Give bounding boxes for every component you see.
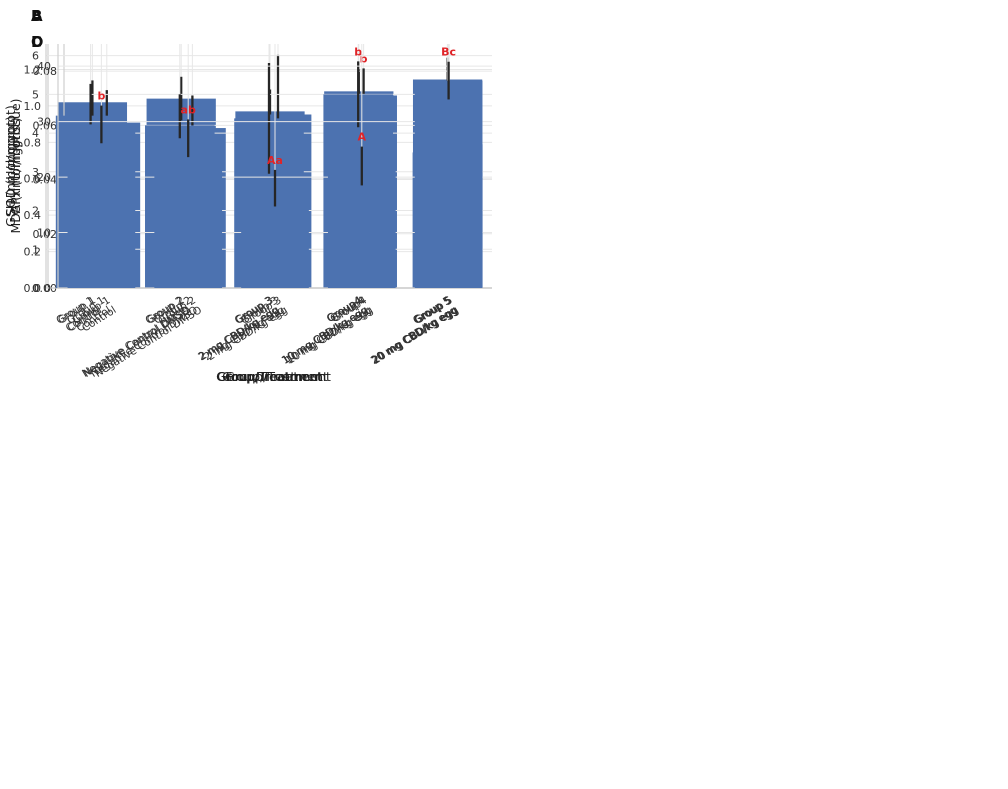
panel-label-c: C bbox=[31, 33, 43, 51]
y-tick-label: 0.08 bbox=[33, 65, 58, 78]
panel-d-mda: D b ab Aa A Bc 0 10 20 30 40 Group 1Control Group 2… bbox=[0, 0, 504, 394]
y-tick-label: 20 bbox=[37, 171, 51, 184]
y-axis-label: SOD (U/mgprot) bbox=[3, 116, 18, 216]
x-axis-label: Group/Treatment bbox=[225, 369, 331, 384]
y-tick-label: 1 bbox=[32, 243, 39, 256]
panel-label-d: D bbox=[31, 33, 44, 51]
y-tick-label: 40 bbox=[37, 60, 51, 73]
y-tick-label: 0.6 bbox=[24, 173, 42, 186]
y-tick-label: 1.0 bbox=[24, 100, 42, 113]
y-tick-label: 2 bbox=[32, 205, 39, 218]
y-axis-label: MDA (nmol/mgtissue) bbox=[8, 98, 23, 233]
panel-label-a: A bbox=[31, 7, 44, 25]
significance-annotation: Bc bbox=[441, 46, 456, 59]
y-tick-label: 10 bbox=[37, 227, 51, 240]
significance-annotation: b bbox=[97, 90, 105, 103]
y-axis-label: GPx (U/mgprot) bbox=[8, 117, 23, 214]
x-tick-label: Group 520 mg CBD/kg egg bbox=[364, 294, 460, 366]
bar bbox=[154, 138, 223, 288]
y-tick-label: 5 bbox=[32, 88, 39, 101]
y-tick-label: 0 bbox=[44, 282, 51, 295]
x-tick-label: Group 1Control bbox=[65, 294, 113, 336]
significance-annotation: b bbox=[360, 52, 368, 65]
y-tick-label: 0.06 bbox=[33, 119, 58, 132]
y-tick-label: 1.2 bbox=[24, 63, 42, 76]
y-tick-label: 0.8 bbox=[24, 136, 42, 149]
bar bbox=[414, 80, 483, 288]
bar bbox=[67, 124, 136, 288]
y-tick-label: 0.4 bbox=[24, 209, 42, 222]
x-tick-label: Group410 mg CBD/kg egg bbox=[277, 294, 374, 367]
x-axis-label: Group/Treatment bbox=[216, 369, 322, 384]
significance-annotation: A bbox=[358, 131, 367, 144]
bar bbox=[327, 166, 396, 288]
x-axis-label: Group/Treatment bbox=[222, 369, 328, 384]
x-tick-label: Group 32 mg CBD/kg egg bbox=[196, 294, 287, 363]
y-tick-label: 4 bbox=[32, 127, 39, 140]
y-tick-label: 6 bbox=[32, 50, 39, 63]
significance-annotation: Aa bbox=[267, 154, 283, 167]
y-tick-label: 3 bbox=[32, 166, 39, 179]
y-tick-label: 30 bbox=[37, 116, 51, 129]
significance-annotation: ab bbox=[181, 103, 196, 116]
x-axis-label: Group/Treatment bbox=[217, 369, 323, 384]
y-tick-label: 0.02 bbox=[33, 228, 58, 241]
significance-annotation: b bbox=[354, 45, 362, 58]
y-axis-label: GSH (nmol/mgprot) bbox=[3, 105, 18, 227]
y-tick-label: 0 bbox=[32, 282, 39, 295]
y-tick-label: 0.2 bbox=[24, 246, 42, 259]
y-tick-label: 0.00 bbox=[33, 282, 58, 295]
y-tick-label: 0.0 bbox=[24, 282, 42, 295]
y-tick-label: 0.04 bbox=[33, 174, 58, 187]
panel-label-b: B bbox=[31, 7, 43, 25]
